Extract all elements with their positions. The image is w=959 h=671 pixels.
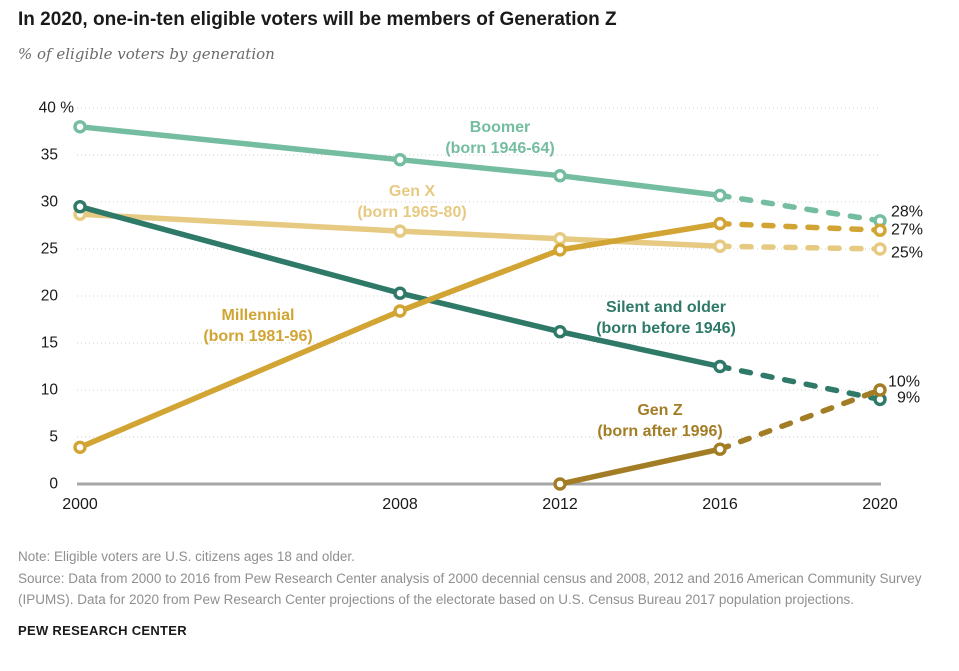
x-tick-label: 2020 xyxy=(862,496,898,513)
generation-line-chart: 0 5 10 15 20 25 30 35 40 % 2000 2008 2012 2016 2020 Ge… xyxy=(39,100,923,514)
x-tick-label: 2012 xyxy=(542,496,578,513)
data-point-marker xyxy=(873,223,887,237)
series-gen-x: Gen X (born 1965-80) 25% xyxy=(73,183,923,262)
data-point-marker xyxy=(713,442,727,456)
series-label: Millennial (born 1981-96) xyxy=(203,307,312,345)
data-point-marker xyxy=(713,188,727,203)
y-tick-label: 25 xyxy=(41,241,58,258)
brand-pew-research-center: PEW RESEARCH CENTER xyxy=(18,622,187,638)
series-line-solid xyxy=(77,211,723,249)
data-point-marker xyxy=(393,286,407,300)
data-point-marker xyxy=(553,477,567,491)
x-tick-label: 2000 xyxy=(62,496,98,513)
data-point-marker xyxy=(553,168,567,183)
data-point-marker xyxy=(713,359,727,374)
y-tick-label: 10 xyxy=(41,382,59,399)
y-tick-label: 40 % xyxy=(39,100,75,117)
data-point-marker xyxy=(73,120,87,134)
series-line-solid xyxy=(77,124,723,199)
series-line-solid xyxy=(557,446,723,487)
end-value-label: 10% xyxy=(888,374,920,391)
data-point-marker xyxy=(393,152,407,167)
data-point-marker xyxy=(873,242,887,256)
series-line-projection-dashed xyxy=(717,192,883,224)
data-point-marker xyxy=(73,440,87,454)
x-tick-label: 2008 xyxy=(382,496,418,513)
end-value-label: 9% xyxy=(897,390,920,407)
series-label: Boomer (born 1946-64) xyxy=(445,119,554,157)
end-value-label: 28% xyxy=(891,204,923,221)
y-tick-label: 35 xyxy=(41,147,58,164)
y-tick-label: 15 xyxy=(41,335,58,352)
data-point-marker xyxy=(713,239,727,253)
y-tick-label: 30 xyxy=(41,194,59,211)
chart-subtitle: % of eligible voters by generation xyxy=(18,45,275,63)
x-tick-label: 2016 xyxy=(702,496,738,513)
series-line-solid xyxy=(77,203,723,370)
data-point-marker xyxy=(873,383,887,397)
end-value-label: 27% xyxy=(891,222,923,239)
series-line-projection-dashed xyxy=(717,363,883,403)
data-point-marker xyxy=(553,243,567,257)
series-line-projection-dashed xyxy=(717,243,883,252)
series-line-solid xyxy=(77,220,723,451)
series-line-projection-dashed xyxy=(717,220,883,233)
series-millennial: Millennial (born 1981-96) 27% xyxy=(73,216,923,454)
note-text: Note: Eligible voters are U.S. citizens … xyxy=(18,549,355,564)
y-tick-label: 20 xyxy=(41,288,59,305)
end-value-label: 25% xyxy=(891,245,923,262)
y-tick-label: 0 xyxy=(49,476,58,493)
y-tick-label: 5 xyxy=(49,429,58,446)
series-silent-and-older: Silent and older (born before 1946) 9% xyxy=(73,199,920,407)
data-point-marker xyxy=(713,216,727,231)
series-label: Gen X (born 1965-80) xyxy=(357,183,466,221)
data-point-marker xyxy=(73,199,87,214)
series-label: Silent and older (born before 1946) xyxy=(596,299,736,337)
series-gen-z: Gen Z (born after 1996) 10% xyxy=(553,374,920,491)
chart-footnotes: Note: Eligible voters are U.S. citizens … xyxy=(18,546,941,611)
source-text: Source: Data from 2000 to 2016 from Pew … xyxy=(18,570,922,608)
series-boomer: Boomer (born 1946-64) 28% xyxy=(73,119,923,228)
series-line-projection-dashed xyxy=(717,387,883,452)
data-point-marker xyxy=(393,304,407,318)
data-point-marker xyxy=(553,324,567,339)
pew-chart-page: In 2020, one-in-ten eligible voters will… xyxy=(18,9,941,638)
series-label: Gen Z (born after 1996) xyxy=(597,402,722,440)
chart-title: In 2020, one-in-ten eligible voters will… xyxy=(18,9,617,30)
data-point-marker xyxy=(553,231,567,246)
data-point-marker xyxy=(393,224,407,238)
